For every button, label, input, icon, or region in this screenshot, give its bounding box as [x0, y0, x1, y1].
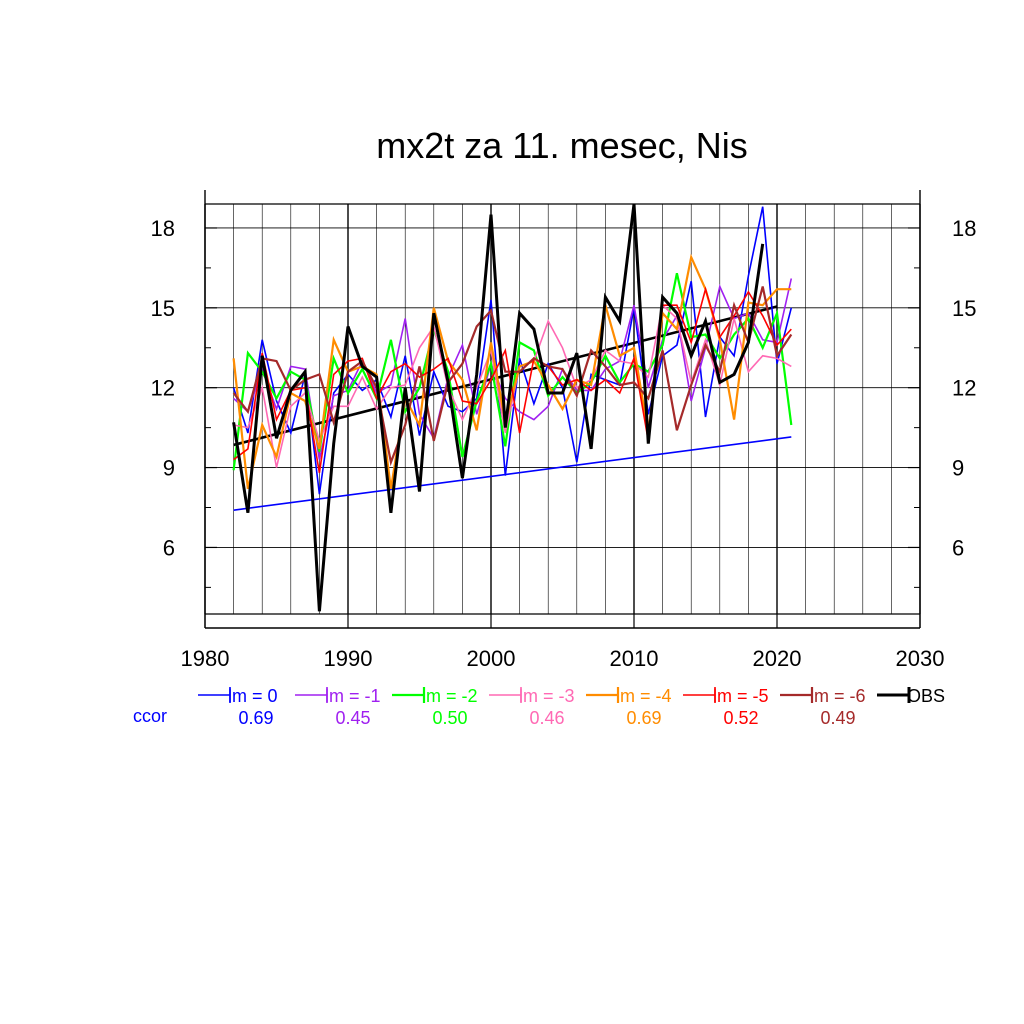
legend-label: lm = -6: [810, 686, 866, 706]
trend-line: [233, 436, 792, 511]
series-line-lm-5: [233, 286, 792, 474]
legend-ccor-value: 0.45: [335, 708, 370, 728]
y-tick-label-right: 9: [952, 456, 964, 481]
legend-ccor-value: 0.69: [238, 708, 273, 728]
y-tick-label-right: 15: [952, 296, 976, 321]
y-tick-label-left: 9: [163, 456, 175, 481]
y-tick-label-right: 18: [952, 216, 976, 241]
legend-label: lm = -4: [616, 686, 672, 706]
legend-ccor-value: 0.69: [626, 708, 661, 728]
series-line-obs: [232, 203, 765, 612]
x-tick-label: 2030: [896, 646, 945, 671]
ccor-label: ccor: [133, 706, 167, 726]
series-lines: [232, 203, 793, 612]
legend-ccor-value: 0.52: [723, 708, 758, 728]
y-tick-label-left: 12: [151, 376, 175, 401]
x-tick-label: 2000: [467, 646, 516, 671]
x-tick-label: 1980: [181, 646, 230, 671]
chart-title: mx2t za 11. mesec, Nis: [376, 125, 747, 166]
x-tick-label: 2010: [610, 646, 659, 671]
legend-ccor-value: 0.46: [529, 708, 564, 728]
legend-label: lm = 0: [228, 686, 278, 706]
x-tick-label: 1990: [324, 646, 373, 671]
legend-label: lm = -1: [325, 686, 381, 706]
y-tick-label-right: 6: [952, 535, 964, 560]
legend-label: lm = -5: [713, 686, 769, 706]
x-tick-label: 2020: [753, 646, 802, 671]
axes: 6 6 9 9 12 12 15 15 18 18 1980 1990 2000 2010 2020 2030: [151, 190, 976, 671]
y-tick-label-left: 18: [151, 216, 175, 241]
y-tick-label-left: 6: [163, 535, 175, 560]
legend-label: lm = -3: [519, 686, 575, 706]
y-tick-label-right: 12: [952, 376, 976, 401]
legend-ccor-value: 0.49: [820, 708, 855, 728]
legend-label: lm = -2: [422, 686, 478, 706]
y-tick-label-left: 15: [151, 296, 175, 321]
legend-ccor-value: 0.50: [432, 708, 467, 728]
legend-label: OBS: [907, 686, 945, 706]
series-line-lm-0: [232, 206, 793, 495]
grid: [204, 204, 921, 614]
